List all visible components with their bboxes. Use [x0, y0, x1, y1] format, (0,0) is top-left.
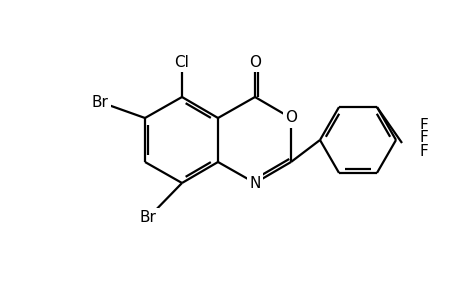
Text: O: O [285, 110, 297, 125]
Text: Cl: Cl [174, 55, 189, 70]
Text: Br: Br [91, 94, 108, 110]
Text: F: F [419, 143, 428, 158]
Text: F: F [419, 118, 428, 133]
Text: Br: Br [139, 211, 156, 226]
Text: N: N [249, 176, 260, 190]
Text: O: O [248, 55, 260, 70]
Text: F: F [419, 130, 428, 146]
